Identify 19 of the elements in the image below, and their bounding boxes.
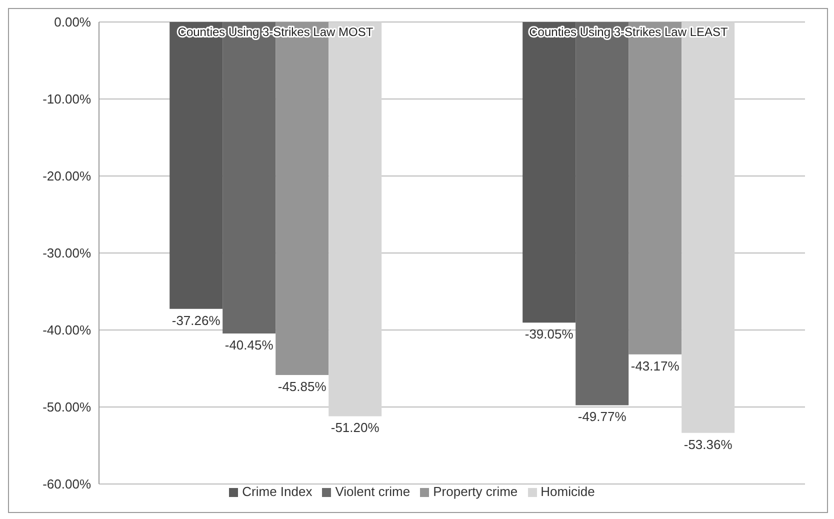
- y-tick-label: 0.00%: [54, 14, 92, 30]
- data-label: -45.85%: [278, 379, 327, 394]
- legend-label: Homicide: [540, 484, 595, 499]
- y-tick-label: -50.00%: [42, 400, 92, 415]
- data-label: -39.05%: [524, 326, 574, 342]
- data-label: -40.45%: [224, 337, 274, 352]
- legend-label: Crime Index: [242, 484, 312, 499]
- data-label: -53.36%: [684, 436, 733, 452]
- data-label: -43.17%: [630, 358, 680, 374]
- legend-label: Violent crime: [335, 484, 410, 499]
- data-label: -51.20%: [330, 420, 380, 436]
- data-label: -37.26%: [172, 312, 221, 328]
- y-tick-label: -10.00%: [42, 92, 92, 107]
- y-tick-label: -30.00%: [42, 246, 92, 261]
- data-label: -49.77%: [578, 409, 627, 424]
- y-tick-label: -60.00%: [42, 476, 92, 492]
- legend-label: Property crime: [433, 484, 518, 499]
- y-tick-label: -40.00%: [42, 322, 92, 338]
- y-tick-label: -20.00%: [42, 168, 92, 184]
